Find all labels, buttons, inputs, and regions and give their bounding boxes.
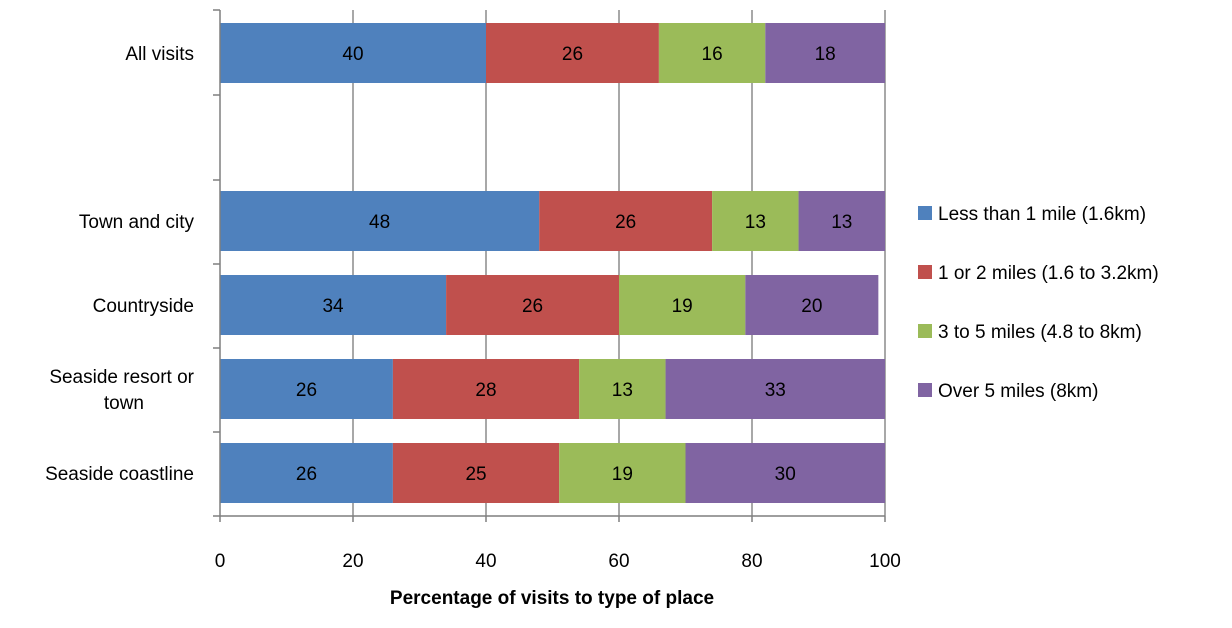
bar-segment <box>712 191 799 251</box>
category-label: Seaside coastline <box>45 464 194 485</box>
bar-segment <box>486 23 659 83</box>
bar-segment <box>765 23 885 83</box>
data-label: 13 <box>745 212 766 233</box>
bar-segment <box>220 443 393 503</box>
bar-segment <box>579 359 666 419</box>
data-label: 20 <box>801 296 822 317</box>
bar-segment <box>658 23 766 83</box>
axes <box>213 9 886 522</box>
bars <box>220 23 885 503</box>
legend: Less than 1 mile (1.6km) 1 or 2 miles (1.… <box>918 204 1159 402</box>
data-label: 26 <box>522 296 543 317</box>
legend-swatch <box>918 265 932 279</box>
x-tick-label: 20 <box>342 551 363 572</box>
x-tick-label: 60 <box>608 551 629 572</box>
bar-segment <box>559 443 686 503</box>
x-tick-label: 100 <box>869 551 901 572</box>
legend-label: 1 or 2 miles (1.6 to 3.2km) <box>938 263 1159 284</box>
bar-segment <box>665 359 885 419</box>
legend-swatch <box>918 324 932 338</box>
legend-swatch <box>918 206 932 220</box>
bar-segment <box>220 23 486 83</box>
data-label: 28 <box>475 380 496 401</box>
bar-segment <box>745 275 879 335</box>
data-label: 40 <box>342 44 363 65</box>
data-label: 34 <box>322 296 344 317</box>
data-label: 13 <box>831 212 852 233</box>
bar-segment <box>685 443 885 503</box>
data-label: 25 <box>465 464 486 485</box>
data-label: 19 <box>672 296 693 317</box>
labels: 0 20 40 60 80 100 40 26 16 18 All visits 48 26 13 13 To… <box>45 44 901 572</box>
legend-label: Over 5 miles (8km) <box>938 381 1098 402</box>
category-label: Seaside resort or town <box>49 367 194 414</box>
x-tick-label: 0 <box>215 551 226 572</box>
bar-segment <box>798 191 885 251</box>
bar-segment <box>446 275 619 335</box>
bar-segment <box>220 359 393 419</box>
data-label: 16 <box>702 44 723 65</box>
data-label: 13 <box>612 380 633 401</box>
data-label: 18 <box>815 44 836 65</box>
data-label: 48 <box>369 212 390 233</box>
bar-segment <box>220 191 540 251</box>
bar-segment <box>619 275 746 335</box>
bar-segment <box>539 191 713 251</box>
bar-segment <box>220 275 447 335</box>
legend-swatch <box>918 383 932 397</box>
data-label: 26 <box>296 464 317 485</box>
data-label: 33 <box>765 380 786 401</box>
x-tick-label: 80 <box>741 551 762 572</box>
legend-label: 3 to 5 miles (4.8 to 8km) <box>938 322 1142 343</box>
x-tick-label: 40 <box>475 551 496 572</box>
data-label: 26 <box>615 212 636 233</box>
data-label: 26 <box>296 380 317 401</box>
x-axis-title: Percentage of visits to type of place <box>390 588 714 609</box>
bar-segment <box>392 359 580 419</box>
category-label: Town and city <box>79 212 195 233</box>
data-label: 30 <box>775 464 796 485</box>
category-label: All visits <box>125 44 194 65</box>
legend-label: Less than 1 mile (1.6km) <box>938 204 1146 225</box>
data-label: 19 <box>612 464 633 485</box>
gridlines <box>352 10 886 516</box>
bar-segment <box>392 443 560 503</box>
category-label: Countryside <box>93 296 194 317</box>
data-label: 26 <box>562 44 583 65</box>
